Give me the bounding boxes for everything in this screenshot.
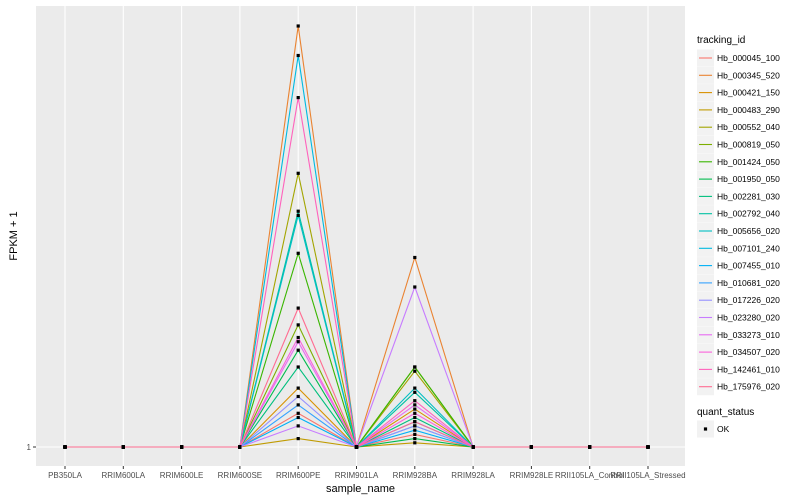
data-point <box>296 386 300 390</box>
data-point <box>296 323 300 327</box>
legend-item-label: Hb_000483_290 <box>717 105 780 115</box>
data-point <box>413 415 417 420</box>
data-point <box>354 445 359 449</box>
shape-legend-item-label: OK <box>717 424 730 434</box>
data-point <box>413 403 417 407</box>
y-axis: 1 <box>27 443 36 452</box>
data-point <box>529 445 533 449</box>
x-tick-label: RRII105LA_Stressed <box>610 471 685 480</box>
data-point <box>413 441 417 445</box>
legend-item-label: Hb_001950_050 <box>717 174 780 184</box>
data-point <box>296 24 300 28</box>
x-tick-label: RRII105LA_Control <box>555 471 625 480</box>
data-point <box>296 403 300 407</box>
legend-title: tracking_id <box>697 35 745 46</box>
legend-item-label: Hb_017226_020 <box>717 295 780 305</box>
data-point <box>413 399 417 403</box>
data-point <box>296 335 300 340</box>
legend-item-label: Hb_023280_020 <box>717 313 780 323</box>
data-point <box>646 445 650 449</box>
y-axis-title: FPKM + 1 <box>8 211 20 260</box>
legend-item-label: Hb_010681_020 <box>717 278 780 288</box>
data-point <box>296 306 300 310</box>
square-marker-icon <box>703 427 708 431</box>
data-point <box>413 390 417 394</box>
data-point <box>413 428 417 432</box>
data-point <box>296 213 300 217</box>
color-legend: Hb_000045_100 Hb_000345_520 Hb_000421_150 H… <box>697 49 780 396</box>
data-point <box>296 415 300 420</box>
data-point <box>296 340 300 344</box>
legend-item-label: Hb_034507_020 <box>717 347 780 357</box>
legend-item-label: Hb_000819_050 <box>717 140 780 150</box>
data-point <box>413 285 417 289</box>
legend-item-label: Hb_002281_030 <box>717 191 780 201</box>
legend-item-label: Hb_001424_050 <box>717 157 780 167</box>
x-tick-label: RRIM600SE <box>218 471 262 480</box>
x-tick-label: RRIM901LA <box>335 471 379 480</box>
x-tick-label: RRIM928LE <box>510 471 554 480</box>
x-axis: PB350LA RRIM600LA RRIM600LE RRIM600SE RRIM60… <box>48 466 686 480</box>
x-tick-label: RRIM600PE <box>276 471 320 480</box>
data-point <box>588 445 592 449</box>
y-tick-label: 1 <box>27 443 32 452</box>
data-point <box>296 365 300 369</box>
data-point <box>296 53 300 58</box>
legend-item-label: Hb_142461_010 <box>717 364 780 374</box>
data-point <box>413 407 417 411</box>
data-point <box>413 437 417 441</box>
legend-item-label: Hb_005656_020 <box>717 226 780 236</box>
data-point <box>296 209 300 213</box>
x-tick-label: RRIM600LA <box>102 471 146 480</box>
x-tick-label: RRIM600LE <box>160 471 204 480</box>
data-point <box>413 369 417 373</box>
x-tick-label: RRIM928BA <box>393 471 438 480</box>
x-tick-label: RRIM928LA <box>451 471 495 480</box>
data-point <box>63 445 67 449</box>
legend-item-label: Hb_000552_040 <box>717 122 780 132</box>
data-point <box>296 348 300 352</box>
legend-item-label: Hb_000345_520 <box>717 70 780 80</box>
data-point <box>296 411 300 415</box>
data-point <box>296 251 300 255</box>
data-point <box>413 411 417 415</box>
data-point <box>296 171 300 175</box>
x-axis-title: sample_name <box>326 483 395 495</box>
data-point <box>296 424 300 428</box>
shape-legend-title: quant_status <box>697 407 754 418</box>
data-point <box>413 420 417 424</box>
data-point <box>413 432 417 436</box>
data-point <box>296 394 300 399</box>
legend-item-label: Hb_000045_100 <box>717 53 780 63</box>
legend-item-label: Hb_175976_020 <box>717 382 780 392</box>
data-point <box>413 424 417 428</box>
legend-item-label: Hb_033273_010 <box>717 330 780 340</box>
data-point <box>121 445 125 449</box>
legend-item-label: Hb_002792_040 <box>717 209 780 219</box>
x-tick-label: PB350LA <box>48 471 82 480</box>
legend-item-label: Hb_007101_240 <box>717 243 780 253</box>
data-point <box>413 365 417 369</box>
data-point <box>238 445 242 449</box>
shape-legend: OK <box>697 420 730 438</box>
data-points <box>63 24 650 449</box>
legend-item-label: Hb_000421_150 <box>717 88 780 98</box>
data-point <box>413 386 417 390</box>
legend-item-label: Hb_007455_010 <box>717 261 780 271</box>
data-point <box>296 96 300 100</box>
data-point <box>413 255 417 260</box>
data-point <box>296 437 300 441</box>
data-point <box>471 445 475 449</box>
data-point <box>180 445 184 449</box>
plot-panel <box>36 6 685 466</box>
